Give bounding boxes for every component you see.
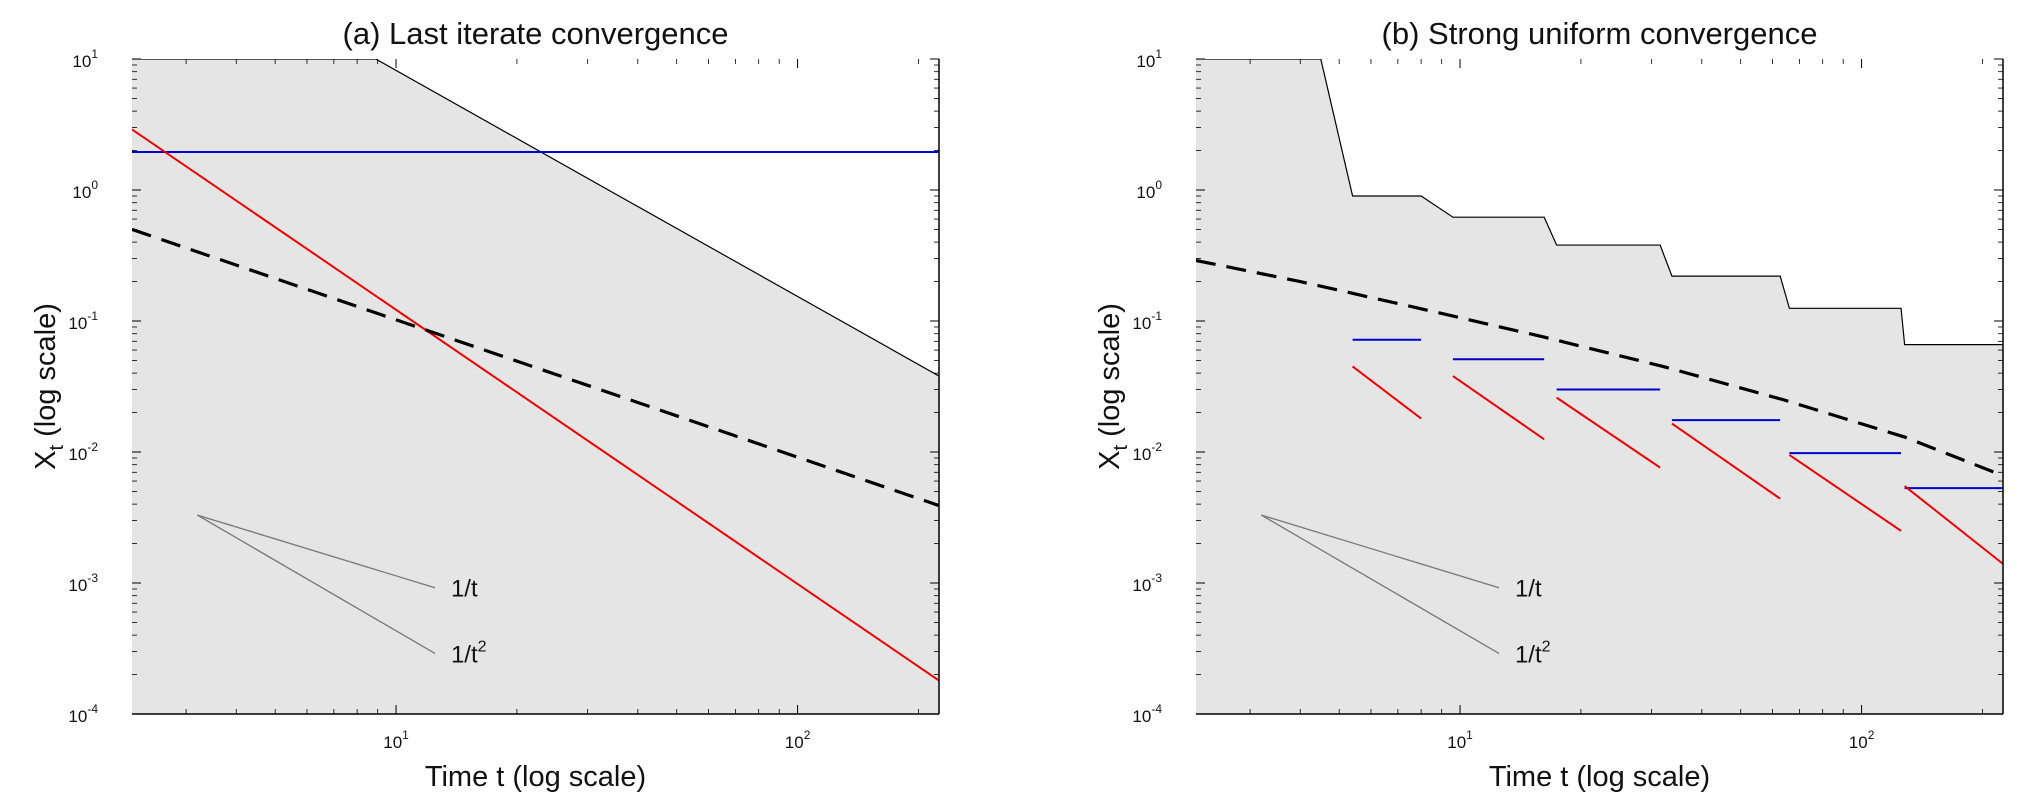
plot-content (1196, 59, 2003, 714)
red-segment-2 (1452, 375, 1545, 441)
chart-panel-b: 1/t 1/t2 101 100 10-1 10-2 10-3 10-4 101 102 (b) S… (1094, 16, 2004, 793)
y-tick-label: 10-4 (1132, 702, 1162, 726)
slope-guide-line-1 (197, 514, 436, 589)
y-tick-label: 10-1 (1132, 309, 1162, 333)
series-red-line (132, 128, 939, 682)
x-tick-label: 102 (1849, 728, 1875, 752)
y-tick-label: 10-2 (1132, 440, 1162, 464)
y-axis-label: Xt (log scale) (1094, 303, 1132, 470)
y-tick-label: 10-3 (1132, 571, 1162, 595)
shaded-region (132, 59, 939, 714)
series-dashed-reference (1196, 258, 2003, 478)
slope-guide-line-2 (197, 514, 436, 654)
x-axis-label: Time t (log scale) (1489, 761, 1710, 793)
series-upper-boundary (1196, 59, 2003, 346)
series-upper-boundary (132, 59, 939, 377)
red-segment-4 (1671, 422, 1781, 500)
slope-guide-label-1: 1/t (451, 576, 478, 603)
x-tick-label: 102 (785, 728, 811, 752)
y-tick-label: 101 (1136, 47, 1162, 71)
red-segment-5 (1788, 454, 1902, 532)
chart-title: (a) Last iterate convergence (343, 16, 729, 51)
y-tick-label: 10-3 (68, 571, 98, 595)
slope-guide-label-1: 1/t (1515, 576, 1542, 603)
slope-guide-line-2 (1261, 514, 1500, 654)
shaded-region (1196, 59, 2003, 714)
x-tick-label: 101 (383, 728, 409, 752)
red-segment-3 (1556, 396, 1661, 469)
y-tick-label: 100 (72, 178, 98, 202)
chart-panel-a: 1/t 1/t2 101 100 10-1 10-2 10-3 10-4 101 102 (a) L… (30, 16, 940, 793)
plot-content (132, 59, 939, 714)
slope-guide-line-1 (1261, 514, 1500, 589)
chart-title: (b) Strong uniform convergence (1382, 16, 1818, 51)
slope-guide-label-2: 1/t2 (1515, 638, 1551, 668)
series-dashed-reference (132, 227, 939, 508)
red-segment-6 (1904, 485, 2003, 565)
slope-guide-label-2: 1/t2 (451, 638, 487, 668)
y-tick-label: 100 (1136, 178, 1162, 202)
y-tick-label: 101 (72, 47, 98, 71)
x-axis-label: Time t (log scale) (425, 761, 646, 793)
red-segment-1 (1351, 365, 1422, 420)
y-tick-label: 10-1 (68, 309, 98, 333)
y-tick-label: 10-4 (68, 702, 98, 726)
x-tick-label: 101 (1447, 728, 1473, 752)
y-axis-label: Xt (log scale) (30, 303, 68, 470)
y-tick-label: 10-2 (68, 440, 98, 464)
